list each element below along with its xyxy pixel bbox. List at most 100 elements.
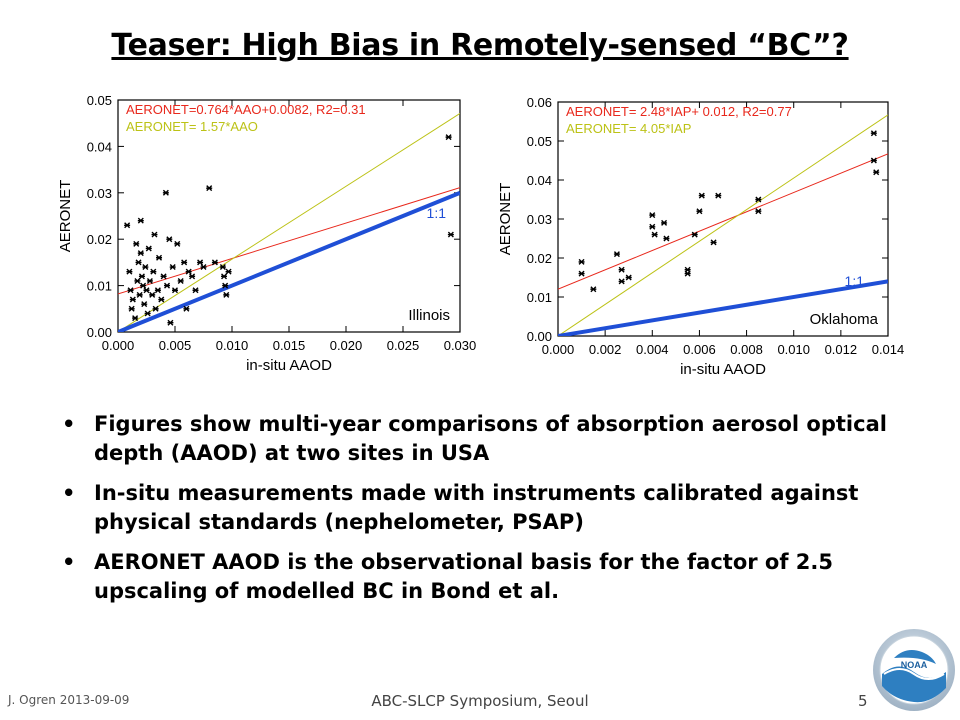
bullet-text: In-situ measurements made with instrumen…: [94, 481, 859, 534]
x-tick-label: 0.002: [589, 342, 622, 357]
data-point: [618, 266, 625, 273]
illinois-chart-svg: 0.000 0.005 0.010 0.015 0.020 0.025 0.030 0.00 0…: [57, 93, 476, 374]
x-tick-label: 0.006: [683, 342, 716, 357]
regression-fit-line: [558, 153, 888, 290]
data-point: [129, 296, 136, 303]
oklahoma-chart-svg: 0.000 0.002 0.004 0.006 0.008 0.010 0.012 0.014…: [497, 95, 905, 378]
regression-fit-line: [118, 187, 460, 295]
data-point: [127, 287, 134, 294]
data-point: [144, 310, 151, 317]
data-point: [142, 264, 149, 271]
noaa-logo-text: NOAA: [901, 660, 928, 670]
y-tick-label: 0.06: [527, 95, 552, 110]
data-point: [141, 301, 148, 308]
x-tick-label: 0.004: [636, 342, 669, 357]
x-tick-label: 0.012: [825, 342, 858, 357]
data-point: [873, 169, 880, 176]
data-point: [684, 270, 691, 277]
data-point: [649, 223, 656, 230]
y-tick-label: 0.03: [527, 212, 552, 227]
data-point: [649, 212, 656, 219]
data-point: [150, 268, 157, 275]
data-point: [149, 291, 156, 298]
data-point: [140, 282, 147, 289]
data-point: [181, 259, 188, 266]
data-point: [124, 222, 131, 229]
bullet-text: Figures show multi-year comparisons of a…: [94, 412, 887, 465]
data-point: [618, 278, 625, 285]
x-tick-label: 0.008: [730, 342, 763, 357]
data-point: [162, 189, 169, 196]
y-tick-label: 0.01: [527, 290, 552, 305]
data-point: [146, 277, 153, 284]
x-tick-label: 0.000: [542, 342, 575, 357]
noaa-logo-icon: NOAA: [873, 629, 955, 711]
y-tick-label: 0.02: [527, 251, 552, 266]
one-to-one-label: 1:1: [845, 273, 865, 289]
data-point: [151, 231, 158, 238]
data-point: [137, 217, 144, 224]
data-point: [126, 268, 133, 275]
zero-intercept-fit-label: AERONET= 4.05*IAP: [566, 121, 691, 136]
y-axis-label: AERONET: [57, 180, 74, 253]
data-point: [169, 264, 176, 271]
bullet-dot: •: [62, 481, 76, 505]
regression-fit-label: AERONET=0.764*AAO+0.0082, R2=0.31: [126, 102, 366, 117]
data-point: [133, 240, 140, 247]
y-tick-label: 0.04: [87, 139, 112, 154]
data-point: [222, 282, 229, 289]
data-point: [154, 287, 161, 294]
data-point: [221, 273, 228, 280]
zero-intercept-fit-line: [118, 113, 460, 332]
data-point: [651, 231, 658, 238]
bullet-dot: •: [62, 550, 76, 574]
data-point: [135, 259, 142, 266]
data-point: [870, 130, 877, 137]
data-point: [223, 291, 230, 298]
data-point: [185, 268, 192, 275]
data-point: [219, 264, 226, 271]
data-point: [138, 273, 145, 280]
data-point: [578, 258, 585, 265]
data-point: [590, 286, 597, 293]
y-tick-label: 0.02: [87, 232, 112, 247]
data-point: [152, 305, 159, 312]
footer-author-date: J. Ogren 2013-09-09: [8, 693, 130, 707]
one-to-one-line: [558, 279, 888, 336]
site-label: Oklahoma: [810, 311, 879, 328]
bullet-text: AERONET AAOD is the observational basis …: [94, 550, 833, 603]
data-point: [137, 250, 144, 257]
data-point: [158, 296, 165, 303]
site-label: Illinois: [408, 307, 450, 324]
data-point: [192, 287, 199, 294]
y-tick-label: 0.05: [527, 134, 552, 149]
x-tick-label: 0.014: [872, 342, 905, 357]
zero-intercept-fit-label: AERONET= 1.57*AAO: [126, 119, 258, 134]
plot-frame: [117, 99, 461, 333]
x-axis-label: in-situ AAOD: [246, 357, 332, 374]
data-point: [172, 287, 178, 294]
bullet-item: • Figures show multi-year comparisons of …: [58, 410, 908, 468]
x-tick-label: 0.010: [216, 338, 249, 353]
data-point: [143, 287, 150, 294]
data-point: [167, 319, 174, 326]
x-tick-label: 0.005: [159, 338, 192, 353]
y-axis-label: AERONET: [497, 183, 514, 256]
data-point: [206, 185, 213, 192]
data-point: [696, 208, 703, 215]
data-point: [166, 236, 173, 243]
footer-event: ABC-SLCP Symposium, Seoul: [371, 692, 589, 710]
plot-area: [558, 114, 888, 336]
x-tick-label: 0.015: [273, 338, 306, 353]
data-point: [661, 219, 668, 226]
data-point: [145, 245, 152, 252]
x-tick-label: 0.000: [102, 338, 135, 353]
data-point: [200, 264, 207, 271]
one-to-one-label: 1:1: [427, 205, 447, 221]
data-point: [691, 231, 698, 238]
data-point: [625, 274, 632, 281]
x-tick-label: 0.025: [387, 338, 420, 353]
data-point: [663, 235, 670, 242]
bullet-list: • Figures show multi-year comparisons of …: [58, 410, 908, 617]
bullet-item: • In-situ measurements made with instrume…: [58, 479, 908, 537]
